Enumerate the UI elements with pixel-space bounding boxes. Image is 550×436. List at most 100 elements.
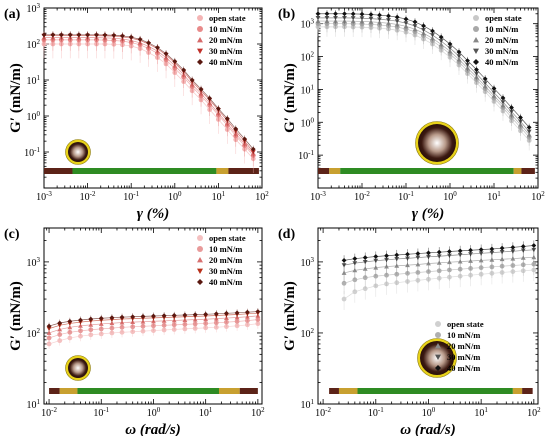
y-tick-label: 101: [27, 74, 41, 87]
data-point: [57, 332, 63, 337]
x-axis-label: γ (%): [412, 206, 444, 222]
data-point: [67, 318, 73, 324]
data-point: [333, 11, 338, 17]
data-point: [78, 317, 83, 323]
legend-entry: 10 mN/m: [485, 24, 518, 34]
y-tick-label: 102: [301, 327, 315, 340]
state-bar-segment: [228, 168, 259, 174]
state-bar-segment: [72, 168, 217, 174]
state-bar-segment: [49, 388, 60, 394]
data-point: [500, 95, 506, 101]
data-point: [88, 332, 94, 338]
legend-marker: [473, 48, 479, 54]
state-bar-segment: [239, 388, 258, 394]
legend-marker: [197, 59, 203, 65]
data-point: [531, 254, 537, 260]
data-point: [520, 255, 526, 260]
data-point: [520, 244, 526, 249]
data-point: [255, 309, 261, 314]
state-bar-segment: [218, 388, 240, 394]
state-bar-segment: [338, 388, 358, 394]
x-tick-label: 10-2: [80, 190, 96, 203]
data-point: [155, 45, 160, 50]
data-point: [359, 11, 365, 17]
y-tick-label: 101: [301, 83, 315, 96]
legend-marker: [197, 26, 203, 32]
state-bar-segment: [521, 168, 535, 174]
data-point: [244, 309, 250, 315]
legend-marker: [197, 48, 203, 54]
legend-marker: [435, 321, 441, 327]
data-point: [341, 257, 347, 263]
data-point: [341, 270, 347, 275]
data-point: [465, 58, 470, 64]
data-point: [482, 76, 488, 82]
data-point: [46, 323, 52, 329]
x-tick-label: 101: [474, 406, 488, 419]
plot-frame: [317, 227, 539, 405]
state-bar-segment: [513, 168, 522, 174]
data-point: [233, 126, 239, 132]
legend-entry: 20 mN/m: [209, 35, 242, 45]
x-tick-label: 102: [531, 190, 545, 203]
state-bar-segment: [512, 388, 523, 394]
data-point: [350, 11, 356, 17]
legend-entry: 40 mN/m: [485, 57, 518, 67]
data-point: [171, 312, 177, 318]
data-point: [518, 115, 523, 120]
legend-entry: 10 mN/m: [209, 244, 242, 254]
data-point: [447, 249, 452, 254]
data-point: [352, 267, 358, 273]
legend-entry: open state: [209, 233, 246, 243]
plot-frame: [43, 227, 263, 405]
x-tick-label: 100: [168, 190, 182, 203]
data-point: [46, 330, 52, 335]
data-point: [526, 124, 532, 130]
y-tick-label: 103: [301, 18, 315, 31]
y-axis-label: G′ (mN/m): [8, 281, 24, 351]
legend-entry: 40 mN/m: [209, 277, 242, 287]
data-point: [405, 251, 410, 257]
state-bar-segment: [318, 168, 330, 174]
data-point: [415, 251, 421, 256]
data-point: [119, 314, 125, 320]
chart-panel-3: 10-2 10-1 100 101 102 101 102 103 ω (rad/s) G′ (m…: [4, 227, 265, 436]
data-point: [189, 77, 195, 83]
data-point: [478, 247, 484, 252]
data-point: [198, 86, 204, 92]
data-point: [373, 254, 379, 259]
x-tick-label: 10-1: [368, 406, 384, 419]
legend-entry: 20 mN/m: [209, 255, 242, 265]
data-point: [342, 11, 347, 17]
plot-frame: [317, 7, 539, 189]
data-point: [426, 250, 431, 256]
chart-panel-1: 10-3 10-2 10-1 100 101 102 10-1 100 101 102 103 γ (…: [4, 2, 269, 222]
y-tick-label: 103: [27, 2, 41, 15]
legend-marker: [197, 246, 203, 252]
data-point: [457, 248, 463, 254]
state-bar-segment: [340, 168, 514, 174]
data-point: [489, 257, 495, 262]
data-point: [436, 249, 442, 255]
legend-marker: [197, 257, 203, 263]
data-point: [499, 256, 505, 262]
data-point: [58, 32, 64, 38]
legend-marker: [197, 279, 203, 285]
panel-label: (d): [278, 227, 295, 242]
data-point: [224, 116, 230, 121]
y-tick-label: 103: [27, 256, 41, 269]
series-5: [341, 240, 537, 267]
x-axis-label: ω (rad/s): [400, 422, 455, 436]
data-point: [421, 23, 426, 29]
droplet-image: [418, 124, 456, 162]
x-tick-label: 100: [422, 406, 436, 419]
droplet-image: [68, 142, 88, 162]
droplet-image: [68, 358, 88, 378]
data-point: [137, 36, 143, 42]
data-point: [161, 313, 167, 319]
data-point: [384, 253, 389, 259]
data-point: [250, 146, 256, 152]
data-point: [216, 106, 221, 112]
